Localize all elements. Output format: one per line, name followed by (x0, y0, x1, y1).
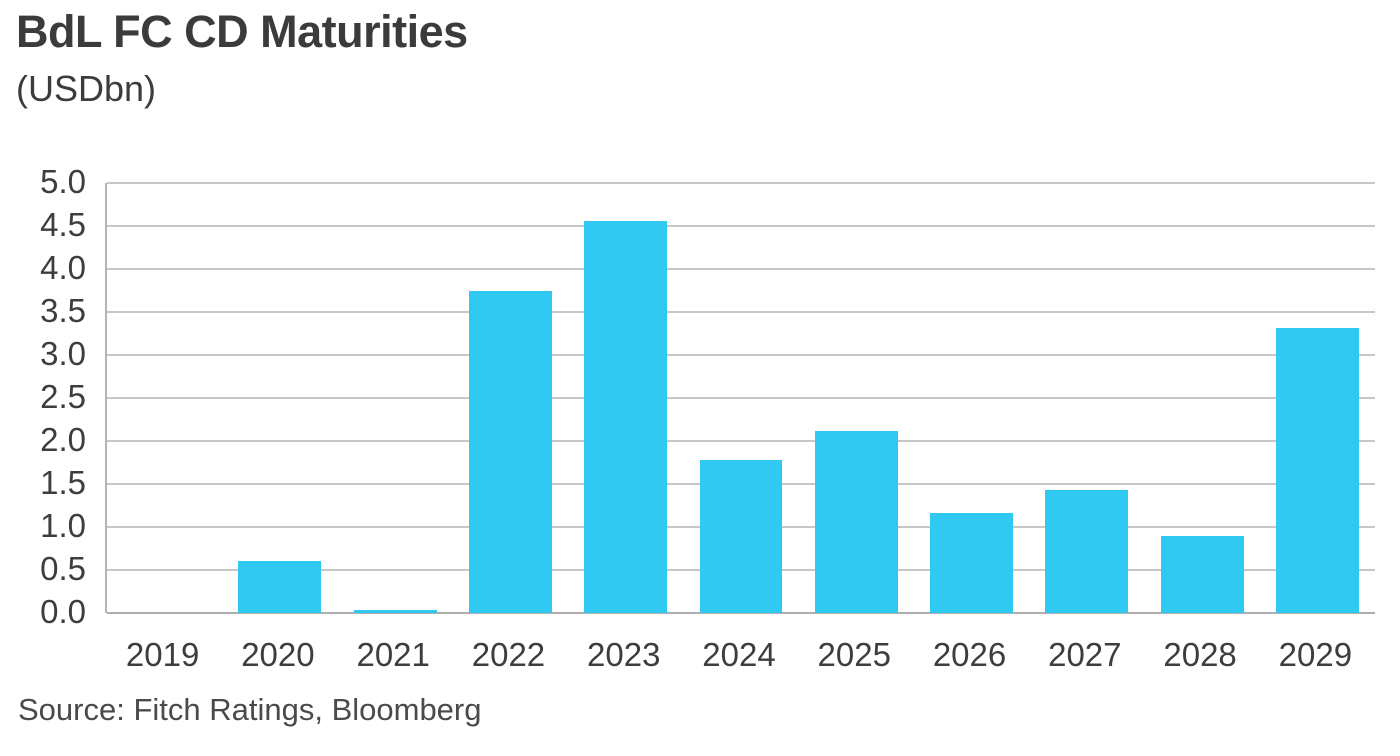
y-tick-label: 0.5 (40, 550, 86, 588)
gridline (107, 354, 1375, 356)
x-tick-label: 2027 (1048, 636, 1122, 673)
gridline (107, 311, 1375, 313)
plot-area (105, 182, 1375, 614)
y-axis: 5.0 4.5 4.0 3.5 3.0 2.5 2.0 1.5 1.0 0.5 0.0 (0, 163, 94, 630)
gridline (107, 397, 1375, 399)
bar-2029 (1275, 328, 1359, 613)
gridline (107, 612, 1375, 614)
bar-2024 (699, 459, 783, 613)
x-tick-label: 2029 (1278, 636, 1353, 673)
bar-2023 (584, 220, 668, 613)
chart-subtitle: (USDbn) (16, 68, 157, 109)
y-tick-label: 2.5 (40, 378, 86, 416)
gridline (107, 268, 1375, 270)
y-tick-label: 3.0 (40, 335, 86, 373)
y-tick-label: 3.5 (40, 292, 86, 330)
bar-series (107, 183, 1375, 613)
source-note: Source: Fitch Ratings, Bloomberg (18, 692, 482, 727)
y-tick-label: 2.0 (40, 421, 86, 459)
x-tick-label: 2028 (1163, 636, 1237, 673)
y-tick-label: 1.5 (40, 464, 86, 502)
x-tick-label: 2020 (241, 636, 315, 673)
x-tick-label: 2024 (702, 636, 776, 673)
y-tick-label: 4.5 (40, 206, 86, 244)
x-axis: 2019 2020 2021 2022 2023 2024 2025 2026 2027 2028… (105, 636, 1373, 678)
x-tick-label: 2022 (471, 636, 546, 673)
x-tick-label: 2025 (817, 636, 891, 673)
bar-2022 (468, 290, 552, 613)
bar-2026 (930, 513, 1014, 613)
y-tick-label: 0.0 (40, 593, 86, 631)
chart-title: BdL FC CD Maturities (16, 6, 468, 57)
gridline (107, 440, 1375, 442)
y-tick-label: 5.0 (40, 163, 86, 201)
bar-2020 (238, 561, 322, 613)
x-tick-label: 2023 (587, 636, 661, 673)
bar-2028 (1160, 536, 1244, 613)
bar-2027 (1045, 490, 1129, 613)
x-tick-label: 2021 (356, 636, 430, 673)
y-tick-label: 1.0 (40, 507, 86, 545)
x-tick-label: 2019 (125, 636, 200, 673)
x-tick-label: 2026 (932, 636, 1007, 673)
gridline (107, 182, 1375, 184)
bar-2025 (814, 430, 898, 613)
bar-2021 (353, 609, 437, 613)
gridline (107, 225, 1375, 227)
y-tick-label: 4.0 (40, 249, 86, 287)
